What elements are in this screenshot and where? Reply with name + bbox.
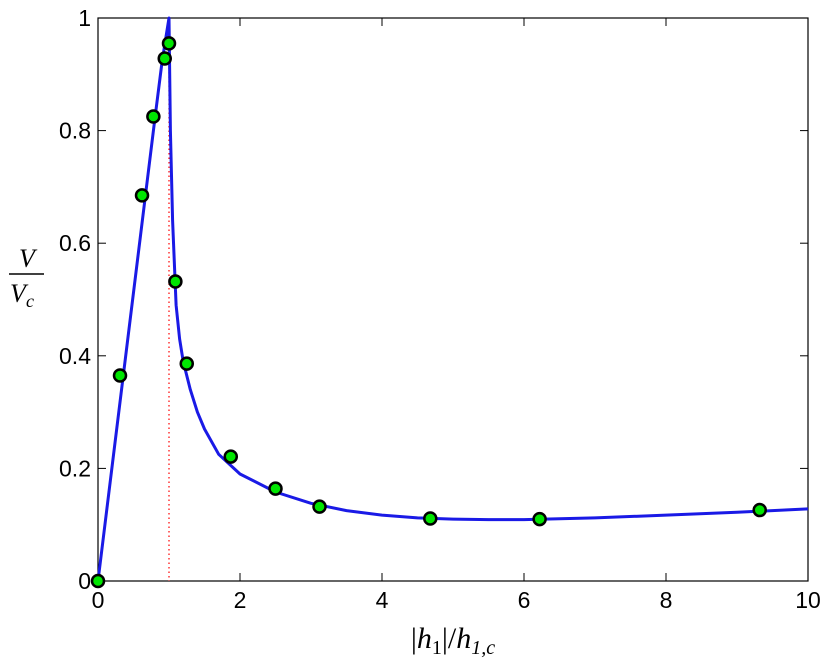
- x-tick-labels: 0 2 4 6 8 10: [92, 587, 821, 613]
- y-tick-label: 0: [78, 568, 91, 594]
- data-point: [532, 511, 547, 527]
- data-point: [752, 502, 767, 518]
- y-tick-labels: 0 0.2 0.4 0.6 0.8 1: [59, 5, 91, 594]
- x-tick-label: 4: [376, 587, 389, 613]
- y-tick-label: 1: [78, 5, 91, 31]
- y-tick-label: 0.4: [59, 343, 91, 369]
- x-axis-label-slash: /: [448, 622, 457, 655]
- x-axis-label-sub: 1: [432, 637, 442, 659]
- data-point: [312, 499, 327, 514]
- fit-curve: [96, 16, 809, 582]
- plot-frame: [97, 17, 809, 582]
- x-axis-label-bar-left: |: [411, 622, 417, 655]
- data-point: [157, 51, 172, 66]
- x-tick-label: 2: [234, 587, 247, 613]
- data-point: [168, 274, 183, 289]
- points-layer: [90, 36, 767, 589]
- y-axis-label: V Vc: [9, 244, 44, 311]
- data-point: [90, 573, 106, 589]
- data-point: [112, 368, 128, 383]
- y-axis-label-numerator: V: [19, 244, 38, 273]
- y-axis-label-den-base: V: [10, 279, 29, 308]
- y-tick-label: 0.6: [59, 230, 91, 256]
- data-point: [179, 356, 194, 371]
- x-axis-label-base2: h: [456, 622, 471, 655]
- data-point: [223, 449, 239, 464]
- y-tick-label: 0.8: [59, 118, 91, 144]
- x-tick-label: 10: [795, 587, 821, 613]
- x-axis-label-base: h: [417, 622, 432, 655]
- data-point: [134, 188, 150, 203]
- data-point: [423, 511, 438, 526]
- y-axis-label-denominator: Vc: [10, 279, 34, 311]
- tick-marks: [97, 17, 809, 582]
- data-point: [146, 109, 161, 124]
- data-point: [161, 36, 177, 51]
- x-tick-label: 6: [518, 587, 531, 613]
- y-tick-label: 0.2: [59, 455, 91, 481]
- curve-layer: [96, 16, 809, 582]
- x-axis-label-sub2: 1,c: [471, 637, 495, 659]
- data-point: [268, 481, 283, 496]
- x-tick-label: 8: [660, 587, 673, 613]
- x-axis-label-bar-right: |: [442, 622, 448, 655]
- x-axis-label: |h1|/h1,c: [411, 622, 495, 659]
- y-axis-label-den-sub: c: [26, 291, 34, 311]
- x-tick-label: 0: [92, 587, 105, 613]
